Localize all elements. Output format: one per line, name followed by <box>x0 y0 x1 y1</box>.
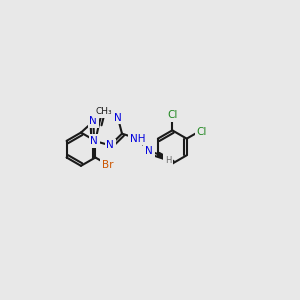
Text: CH₃: CH₃ <box>95 107 112 116</box>
Text: N: N <box>145 146 153 156</box>
Text: Cl: Cl <box>167 110 178 120</box>
Text: NH: NH <box>130 134 146 144</box>
Text: H: H <box>165 156 171 165</box>
Text: Cl: Cl <box>196 127 207 136</box>
Text: N: N <box>114 112 122 123</box>
Text: N: N <box>90 136 98 146</box>
Text: N: N <box>106 140 114 150</box>
Text: Br: Br <box>102 160 113 170</box>
Text: N: N <box>89 116 97 126</box>
